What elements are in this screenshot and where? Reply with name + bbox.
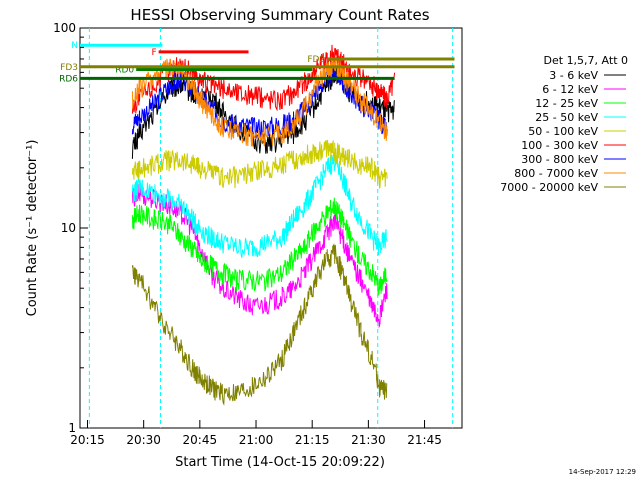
series-line	[131, 197, 388, 297]
legend-label: 50 - 100 keV	[528, 125, 598, 138]
y-tick-label: 100	[53, 21, 76, 35]
flag-label: RD6	[59, 74, 78, 84]
series-line	[131, 44, 396, 114]
legend-label: 100 - 300 keV	[521, 139, 598, 152]
legend-label: 800 - 7000 keV	[514, 167, 598, 180]
series-line	[131, 139, 388, 189]
legend-label: 3 - 6 keV	[549, 69, 598, 82]
legend-label: 300 - 800 keV	[521, 153, 598, 166]
x-tick-label: 20:30	[126, 433, 161, 447]
flag-label: FD2	[307, 55, 325, 65]
legend-label: 12 - 25 keV	[535, 97, 598, 110]
footer-timestamp: 14-Sep-2017 12:29	[569, 468, 636, 476]
axes-layer: 1 10 100 20:15 20:30 20:45 21:00 21:15 21:30 21:4…	[53, 21, 442, 447]
x-tick-label: 21:00	[239, 433, 274, 447]
flag-label: N	[71, 41, 78, 51]
legend-label: 7000 - 20000 keV	[500, 181, 598, 194]
x-tick-label: 21:30	[351, 433, 386, 447]
flags-layer: N F RD0 RD6 FD2 FD3	[59, 41, 455, 84]
y-tick-label: 10	[61, 221, 76, 235]
flag-label: F	[151, 48, 156, 58]
flag-label: FD3	[60, 63, 78, 73]
chart-title: HESSI Observing Summary Count Rates	[130, 6, 429, 24]
x-tick-label: 21:15	[295, 433, 330, 447]
x-axis-label: Start Time (14-Oct-15 20:09:22)	[175, 455, 385, 470]
flag-label: RD0	[115, 66, 134, 76]
series-line	[131, 56, 388, 147]
legend-label: 25 - 50 keV	[535, 111, 598, 124]
series-layer	[131, 44, 396, 406]
series-line	[131, 152, 388, 258]
legend-header: Det 1,5,7, Att 0	[544, 54, 628, 67]
legend-label: 6 - 12 keV	[542, 83, 598, 96]
x-tick-label: 20:45	[183, 433, 218, 447]
y-tick-label: 1	[68, 421, 76, 435]
x-tick-label: 20:15	[70, 433, 105, 447]
y-axis-label: Count Rate (s⁻¹ detector⁻¹)	[25, 140, 40, 317]
series-line	[131, 243, 388, 406]
x-tick-label: 21:45	[407, 433, 442, 447]
